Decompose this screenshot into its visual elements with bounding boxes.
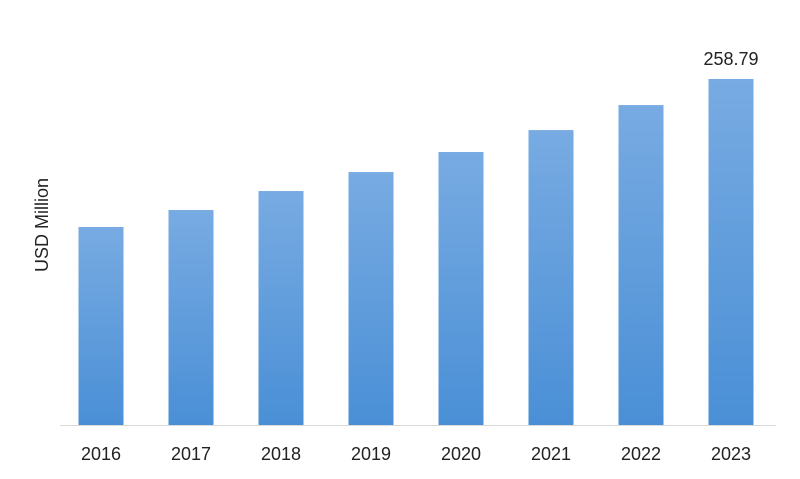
bar (438, 151, 484, 425)
x-tick-label: 2023 (711, 444, 751, 464)
bar (258, 191, 304, 425)
bar (78, 226, 124, 425)
x-tick-label: 2017 (171, 444, 211, 464)
y-axis-label: USD Million (32, 178, 52, 272)
value-label: 258.79 (703, 49, 758, 69)
x-tick-label: 2020 (441, 444, 481, 464)
x-tick-label: 2016 (81, 444, 121, 464)
bar (708, 79, 754, 425)
x-tick-label: 2021 (531, 444, 571, 464)
x-tick-label: 2018 (261, 444, 301, 464)
bar (528, 130, 574, 426)
bar (348, 172, 394, 425)
bar (618, 105, 664, 426)
bar (168, 210, 214, 425)
x-tick-label: 2022 (621, 444, 661, 464)
x-tick-label: 2019 (351, 444, 391, 464)
